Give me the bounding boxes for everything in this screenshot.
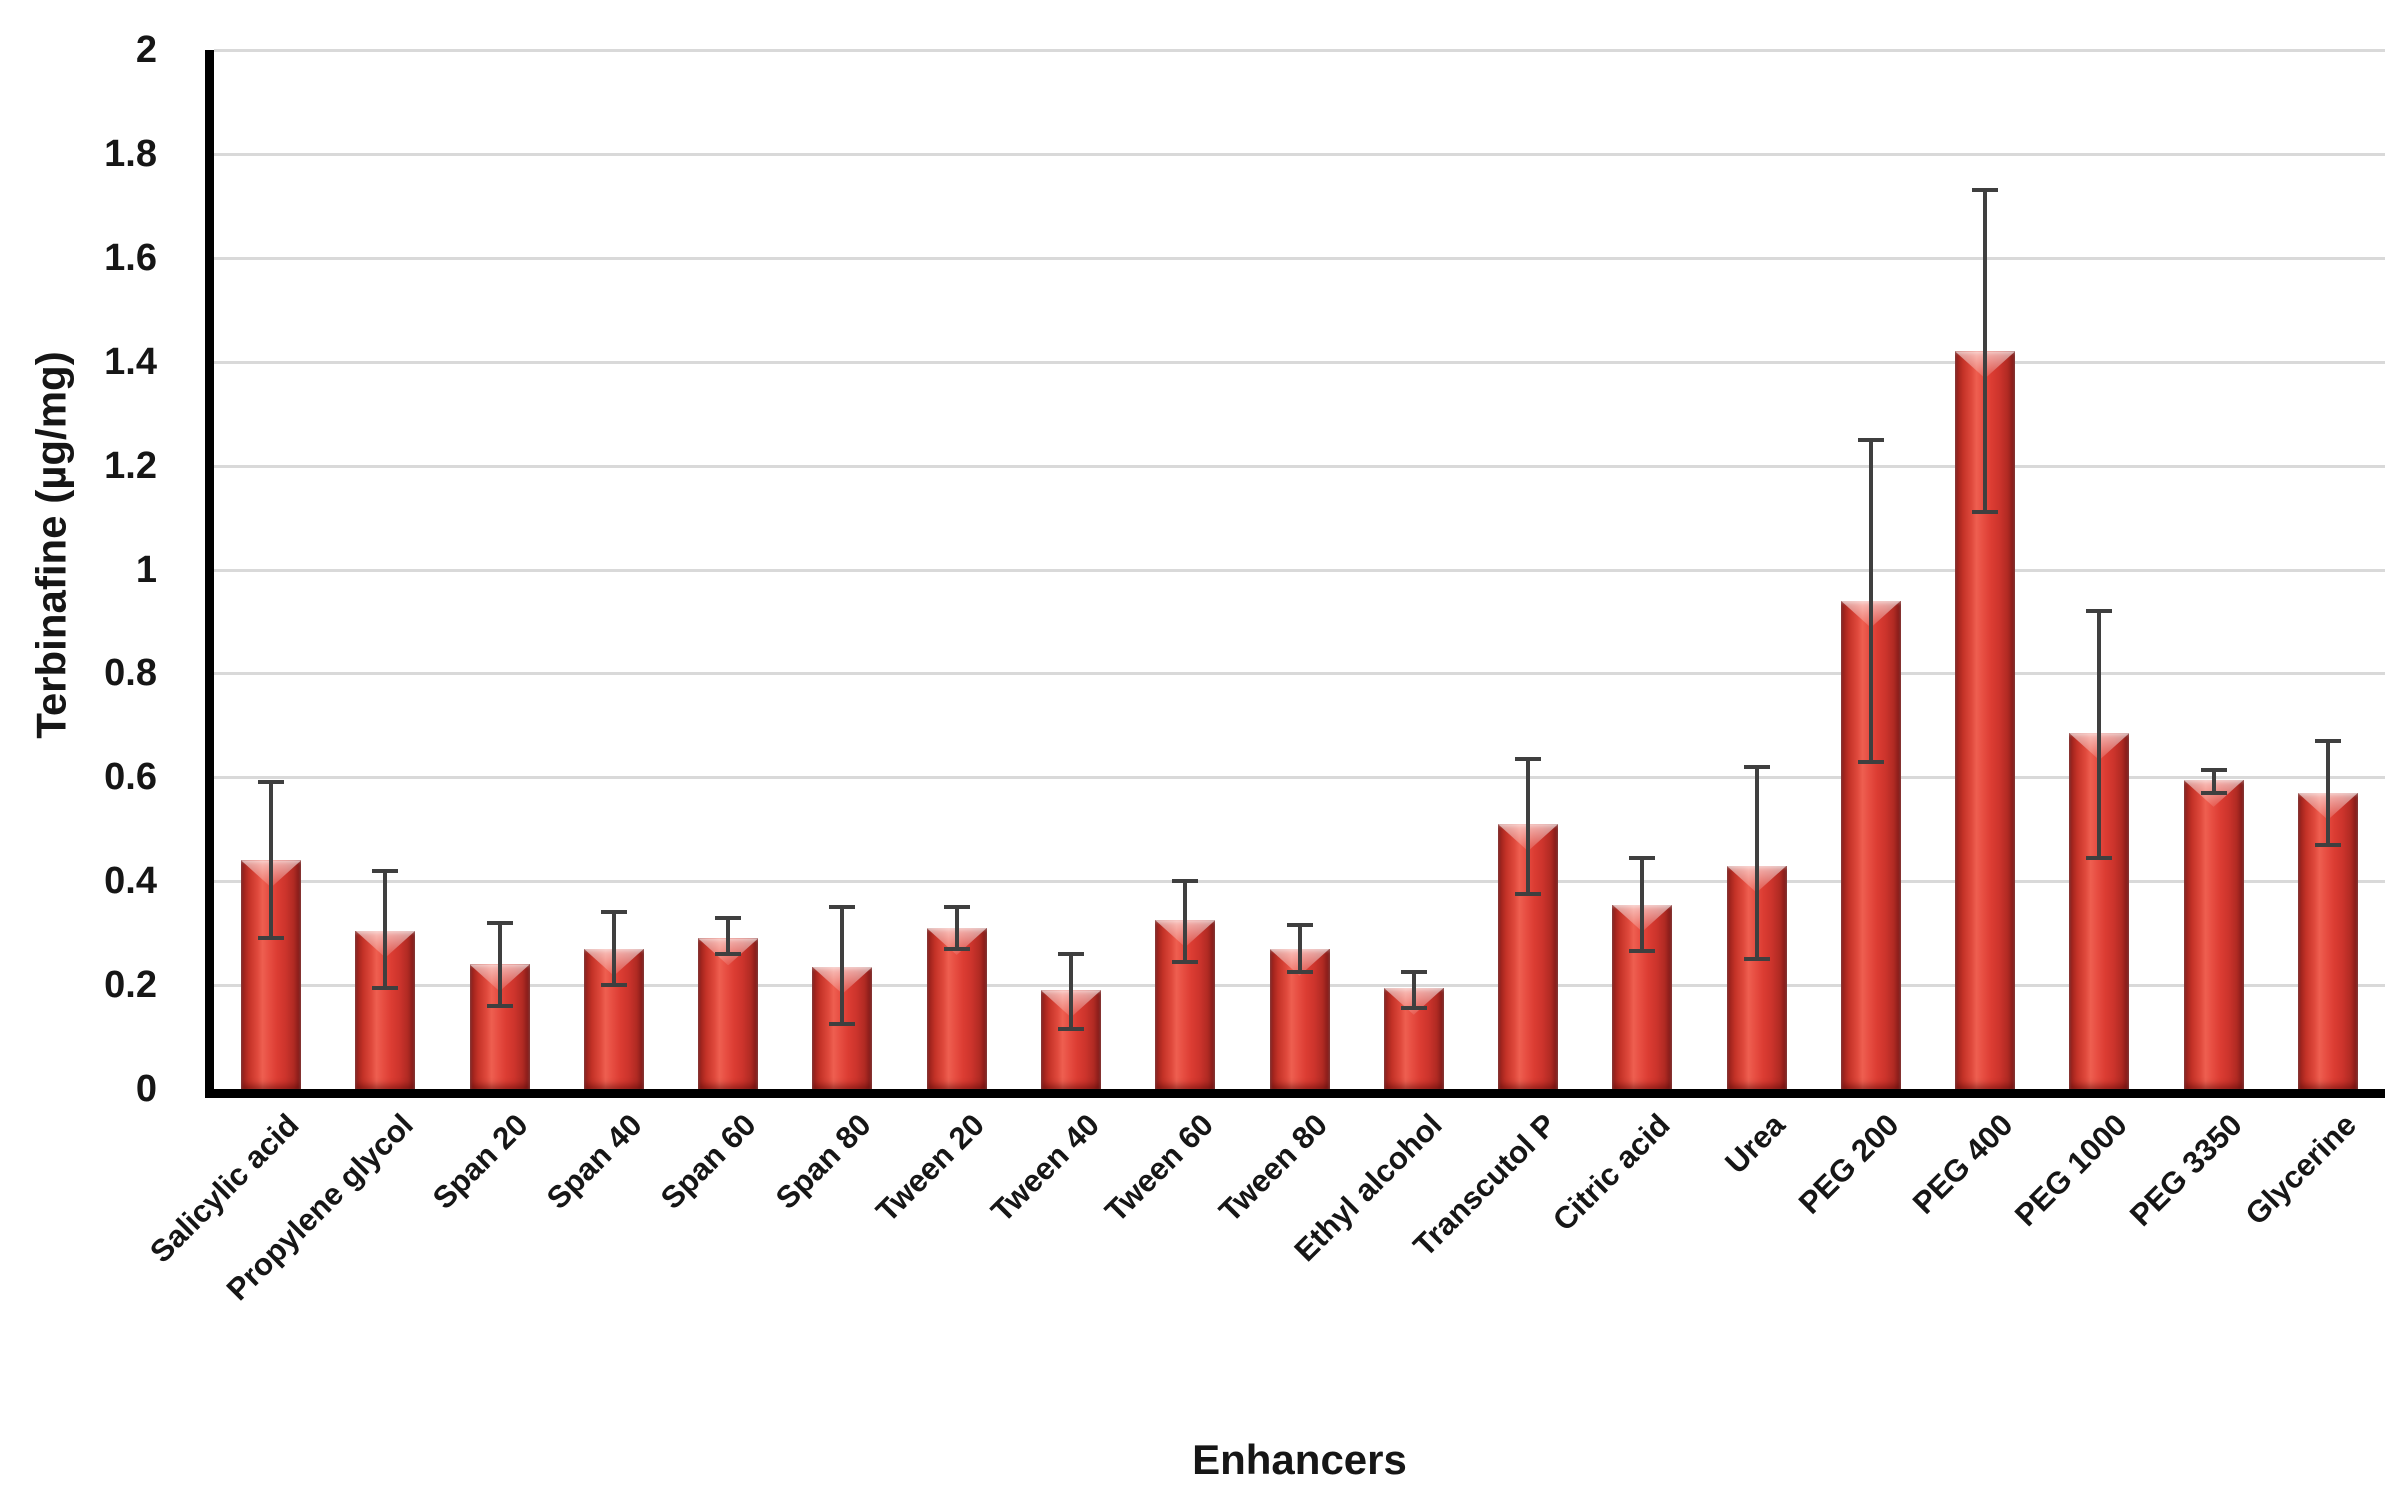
error-bar-cap-bottom <box>1515 892 1542 897</box>
y-tick-label: 1.8 <box>104 132 157 175</box>
gridline <box>214 672 2385 676</box>
y-tick-label: 1.2 <box>104 444 157 487</box>
error-bar-cap-top <box>829 905 856 910</box>
error-bar-cap-bottom <box>715 951 742 956</box>
error-bar-cap-bottom <box>2086 855 2113 860</box>
x-category-label: Span 80 <box>768 1107 878 1216</box>
error-bar-cap-bottom <box>600 983 627 988</box>
error-bar-line <box>726 917 731 954</box>
error-bar-line <box>2325 740 2330 845</box>
bar <box>698 938 759 1089</box>
gridline <box>214 360 2385 364</box>
error-bar-line <box>269 782 274 939</box>
x-category-label: Tween 20 <box>869 1107 992 1229</box>
error-bar-cap-bottom <box>2200 790 2227 795</box>
error-bar-line <box>954 907 959 949</box>
error-bar-cap-top <box>2086 609 2113 614</box>
error-bar-cap-bottom <box>829 1022 856 1027</box>
error-bar-cap-bottom <box>943 946 970 951</box>
error-bar-cap-top <box>372 868 399 873</box>
error-bar-line <box>497 922 502 1006</box>
error-bar-cap-bottom <box>1286 970 1313 975</box>
error-bar-cap-top <box>1400 970 1427 975</box>
y-tick-label: 1.4 <box>104 340 157 383</box>
error-bar-line <box>1754 766 1759 960</box>
error-bar-cap-bottom <box>486 1003 513 1008</box>
error-bar-line <box>2211 769 2216 793</box>
x-category-label: Glycerine <box>2237 1107 2363 1232</box>
error-bar-cap-top <box>1172 879 1199 884</box>
error-bar-cap-bottom <box>1629 949 1656 954</box>
y-tick-label: 0 <box>135 1068 157 1110</box>
error-bar-line <box>1640 857 1645 952</box>
error-bar-cap-top <box>486 920 513 925</box>
y-tick-label: 0.8 <box>104 652 157 695</box>
gridline <box>214 256 2385 260</box>
error-bar-line <box>2097 611 2102 858</box>
error-bar-cap-top <box>600 910 627 915</box>
x-category-label: Span 60 <box>654 1107 763 1216</box>
error-bar-cap-top <box>1972 188 1999 193</box>
error-bar-cap-bottom <box>1857 759 1884 764</box>
y-tick-label: 1.6 <box>104 236 157 279</box>
gridline <box>214 568 2385 572</box>
error-bar-cap-top <box>1515 757 1542 762</box>
error-bar-line <box>1868 439 1873 762</box>
y-tick-label: 0.4 <box>104 860 157 903</box>
error-bar-line <box>1183 881 1188 962</box>
error-bar-cap-bottom <box>1057 1027 1084 1032</box>
error-bar-cap-top <box>1743 764 1770 769</box>
error-bar-cap-top <box>1057 951 1084 956</box>
y-tick-label: 2 <box>135 29 157 71</box>
error-bar-line <box>1526 759 1531 895</box>
error-bar-cap-bottom <box>1743 957 1770 962</box>
x-category-label: PEG 3350 <box>2122 1107 2249 1233</box>
error-bar-cap-bottom <box>2314 842 2341 847</box>
error-bar-line <box>1983 190 1988 513</box>
error-bar-cap-top <box>2200 767 2227 772</box>
error-bar-cap-top <box>2314 738 2341 743</box>
gridline <box>214 464 2385 468</box>
bar <box>926 927 987 1089</box>
x-category-label: Urea <box>1717 1107 1792 1181</box>
x-category-label: Tween 60 <box>1098 1107 1220 1229</box>
error-bar-line <box>840 907 845 1025</box>
error-bar-cap-top <box>258 780 285 785</box>
x-category-label: PEG 200 <box>1791 1107 1906 1221</box>
error-bar-line <box>611 912 616 986</box>
error-bar-cap-bottom <box>1400 1006 1427 1011</box>
x-category-label: Span 40 <box>539 1107 649 1216</box>
error-bar-cap-top <box>715 915 742 920</box>
error-bar-cap-bottom <box>372 985 399 990</box>
error-bar-line <box>1068 953 1073 1030</box>
gridline <box>214 49 2385 52</box>
x-category-label: PEG 400 <box>1906 1107 2020 1221</box>
error-bar-line <box>1297 925 1302 973</box>
x-category-label: PEG 1000 <box>2008 1107 2135 1233</box>
gridline <box>214 880 2385 884</box>
gridline <box>214 152 2385 156</box>
error-bar-cap-bottom <box>1172 959 1199 964</box>
error-bar-cap-bottom <box>258 936 285 941</box>
error-bar-cap-top <box>1286 923 1313 928</box>
gridline <box>214 776 2385 780</box>
bar <box>2183 779 2244 1089</box>
x-category-label: Citric acid <box>1546 1107 1678 1238</box>
plot-inner: 0 0.2 0.4 0.6 0.8 1 1.2 1.4 1.6 1.8 2 Salicylic aci… <box>104 29 2385 1307</box>
y-tick-label: 0.6 <box>104 756 157 799</box>
plot-area: 0 0.2 0.4 0.6 0.8 1 1.2 1.4 1.6 1.8 2 Salicylic aci… <box>104 29 2385 1307</box>
x-category-label: Span 20 <box>425 1107 535 1216</box>
error-bar-cap-bottom <box>1972 510 1999 515</box>
error-bar-cap-top <box>1857 437 1884 442</box>
y-tick-label: 1 <box>135 548 157 591</box>
x-category-label: Tween 40 <box>983 1107 1106 1229</box>
x-axis-title: Enhancers <box>1192 1436 1407 1483</box>
y-tick-label: 0.2 <box>104 964 157 1007</box>
error-bar-line <box>383 870 388 988</box>
error-bar-cap-top <box>1629 855 1656 860</box>
error-bar-line <box>1411 972 1416 1009</box>
error-bar-cap-top <box>943 905 970 910</box>
x-category-label: Tween 80 <box>1212 1107 1335 1229</box>
